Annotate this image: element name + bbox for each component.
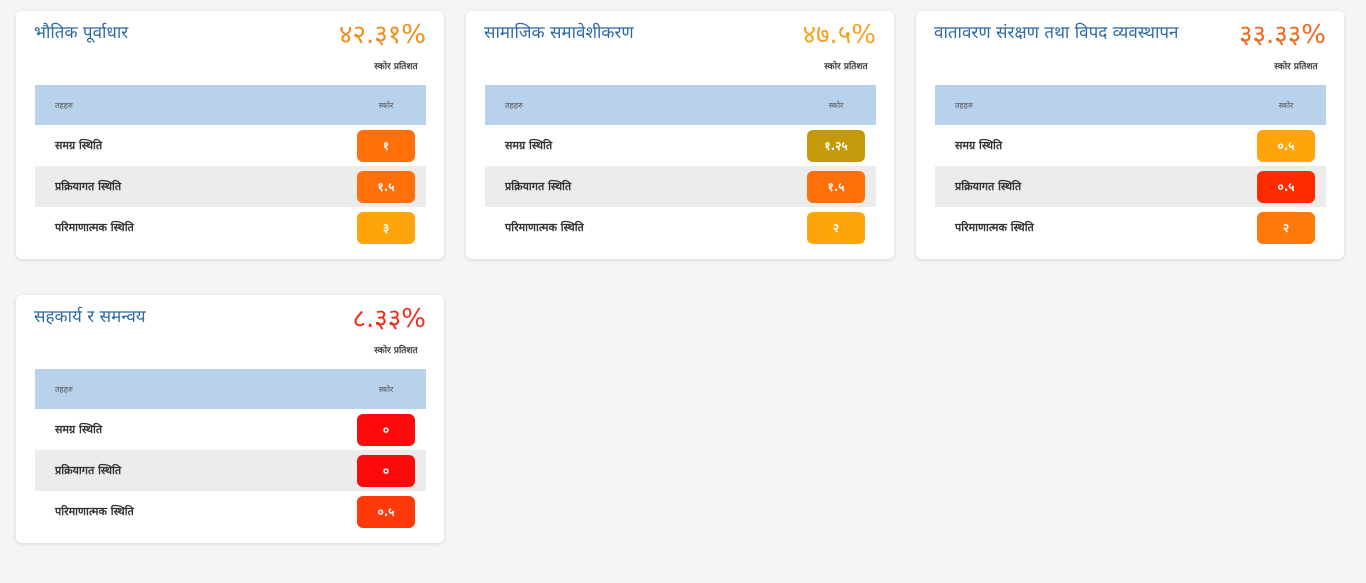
row-label: परिमाणात्मक स्थिति xyxy=(505,221,584,234)
column-header-score: स्कोर xyxy=(378,100,394,110)
row-label: समग्र स्थिति xyxy=(55,139,103,152)
card-percentage-caption: स्कोर प्रतिशत xyxy=(374,346,418,356)
score-badge: ३ xyxy=(357,211,415,244)
score-badge: ० xyxy=(357,454,415,487)
row-label: परिमाणात्मक स्थिति xyxy=(955,221,1034,234)
score-card-social-inclusion: सामाजिक समावेशीकरण ४७.५% स्कोर प्रतिशत त… xyxy=(466,11,894,259)
score-card-cooperation-coordination: सहकार्य र समन्वय ८.३३% स्कोर प्रतिशत तहह… xyxy=(16,295,444,543)
row-label: समग्र स्थिति xyxy=(55,423,103,436)
table-row: समग्र स्थिति १.२५ xyxy=(485,125,876,166)
row-label: प्रक्रियागत स्थिति xyxy=(505,180,572,193)
table-row: प्रक्रियागत स्थिति ० xyxy=(35,450,426,491)
card-percentage-caption: स्कोर प्रतिशत xyxy=(374,62,418,72)
table-row: समग्र स्थिति ०.५ xyxy=(935,125,1326,166)
score-badge: २ xyxy=(807,211,865,244)
score-badge: ०.५ xyxy=(357,495,415,528)
score-badge: १.२५ xyxy=(807,129,865,162)
table-row: प्रक्रियागत स्थिति ०.५ xyxy=(935,166,1326,207)
cards-grid: भौतिक पूर्वाधार ४२.३१% स्कोर प्रतिशत तहह… xyxy=(16,11,1344,543)
row-label: प्रक्रियागत स्थिति xyxy=(955,180,1022,193)
table-header: तहहरु स्कोर xyxy=(35,85,426,125)
table-row: प्रक्रियागत स्थिति १.५ xyxy=(35,166,426,207)
score-badge: १ xyxy=(357,129,415,162)
card-title: सामाजिक समावेशीकरण xyxy=(484,23,634,43)
table-row: परिमाणात्मक स्थिति ०.५ xyxy=(35,491,426,532)
score-badge: १.५ xyxy=(357,170,415,203)
score-table: तहहरु स्कोर समग्र स्थिति ० प्रक्रियागत स… xyxy=(35,369,426,532)
score-table: तहहरु स्कोर समग्र स्थिति १ प्रक्रियागत स… xyxy=(35,85,426,248)
score-badge: १.५ xyxy=(807,170,865,203)
column-header-area: तहहरु xyxy=(955,100,973,110)
card-percentage-caption: स्कोर प्रतिशत xyxy=(1274,62,1318,72)
table-header: तहहरु स्कोर xyxy=(485,85,876,125)
table-header: तहहरु स्कोर xyxy=(35,369,426,409)
card-percentage: ८.३३% xyxy=(352,304,426,334)
score-badge: ०.५ xyxy=(1257,170,1315,203)
score-table: तहहरु स्कोर समग्र स्थिति ०.५ प्रक्रियागत… xyxy=(935,85,1326,248)
score-table: तहहरु स्कोर समग्र स्थिति १.२५ प्रक्रियाग… xyxy=(485,85,876,248)
card-percentage: ४२.३१% xyxy=(338,20,426,50)
table-header: तहहरु स्कोर xyxy=(935,85,1326,125)
card-title: वातावरण संरक्षण तथा विपद व्यवस्थापन xyxy=(934,23,1179,43)
score-badge: ०.५ xyxy=(1257,129,1315,162)
score-card-environment-disaster: वातावरण संरक्षण तथा विपद व्यवस्थापन ३३.३… xyxy=(916,11,1344,259)
column-header-area: तहहरु xyxy=(505,100,523,110)
card-percentage-caption: स्कोर प्रतिशत xyxy=(824,62,868,72)
score-badge: २ xyxy=(1257,211,1315,244)
column-header-score: स्कोर xyxy=(1278,100,1294,110)
row-label: समग्र स्थिति xyxy=(955,139,1003,152)
card-percentage: ४७.५% xyxy=(802,20,876,50)
column-header-area: तहहरु xyxy=(55,100,73,110)
column-header-score: स्कोर xyxy=(378,384,394,394)
row-label: समग्र स्थिति xyxy=(505,139,553,152)
column-header-score: स्कोर xyxy=(828,100,844,110)
table-row: समग्र स्थिति १ xyxy=(35,125,426,166)
row-label: प्रक्रियागत स्थिति xyxy=(55,464,122,477)
table-row: परिमाणात्मक स्थिति २ xyxy=(935,207,1326,248)
table-row: समग्र स्थिति ० xyxy=(35,409,426,450)
table-row: परिमाणात्मक स्थिति ३ xyxy=(35,207,426,248)
column-header-area: तहहरु xyxy=(55,384,73,394)
score-card-physical-infrastructure: भौतिक पूर्वाधार ४२.३१% स्कोर प्रतिशत तहह… xyxy=(16,11,444,259)
card-title: भौतिक पूर्वाधार xyxy=(34,23,129,43)
score-badge: ० xyxy=(357,413,415,446)
row-label: परिमाणात्मक स्थिति xyxy=(55,505,134,518)
table-row: परिमाणात्मक स्थिति २ xyxy=(485,207,876,248)
row-label: परिमाणात्मक स्थिति xyxy=(55,221,134,234)
row-label: प्रक्रियागत स्थिति xyxy=(55,180,122,193)
table-row: प्रक्रियागत स्थिति १.५ xyxy=(485,166,876,207)
card-title: सहकार्य र समन्वय xyxy=(34,307,146,327)
card-percentage: ३३.३३% xyxy=(1238,20,1326,50)
